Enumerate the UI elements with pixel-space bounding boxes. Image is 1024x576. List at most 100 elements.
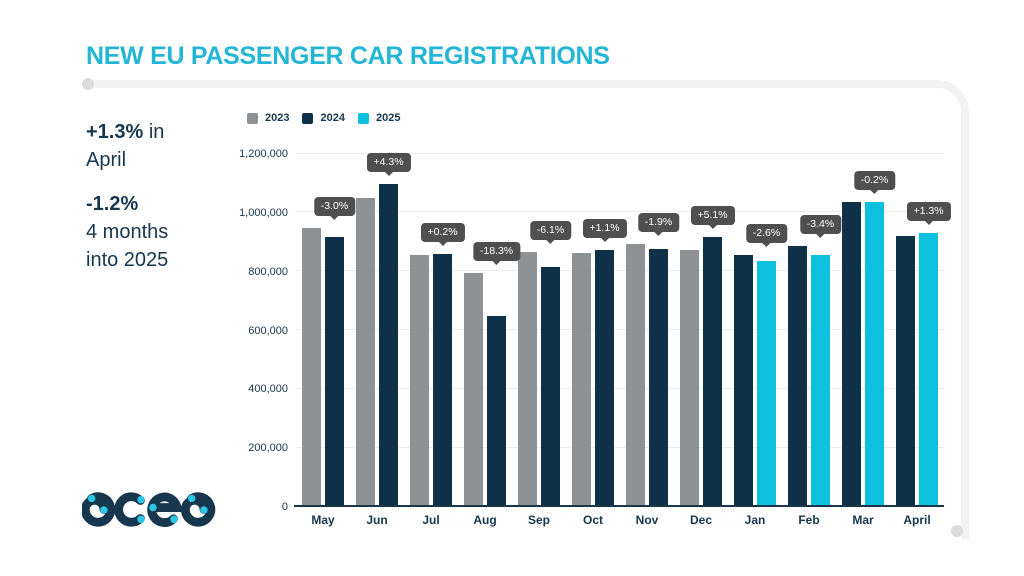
y-axis-label: 1,200,000 bbox=[239, 148, 288, 160]
gridline bbox=[296, 446, 944, 448]
bar-oct-2024 bbox=[595, 250, 614, 505]
frame-end-dot bbox=[951, 525, 963, 537]
stat-ytd: -1.2% 4 months into 2025 bbox=[86, 190, 246, 274]
bar-group-may: -3.0% May bbox=[296, 153, 356, 527]
stat-ytd-label-2: into 2025 bbox=[86, 249, 169, 271]
change-label-jul: +0.2% bbox=[420, 223, 465, 247]
x-axis-label: Jan bbox=[744, 513, 766, 527]
gridline bbox=[296, 329, 944, 330]
bar-april-2025 bbox=[919, 232, 938, 505]
bar-group-aug: -18.3% Aug bbox=[458, 153, 521, 527]
bar-group-sep: -6.1% Sep bbox=[512, 153, 572, 527]
change-label-feb: -3.4% bbox=[799, 214, 842, 238]
bar-dec-2024 bbox=[703, 237, 722, 505]
stat-ytd-label-1: 4 months bbox=[86, 221, 169, 243]
bar-jul-2024 bbox=[433, 254, 452, 505]
logo-dot bbox=[149, 503, 157, 512]
y-axis-label: 1,000,000 bbox=[239, 206, 288, 219]
bar-sep-2023 bbox=[518, 252, 537, 505]
bar-oct-2023 bbox=[572, 252, 591, 505]
decorative-frame bbox=[88, 80, 969, 539]
legend-swatch-2024 bbox=[302, 112, 314, 124]
legend-label: 2024 bbox=[320, 112, 345, 124]
bar-group-jul: +0.2% Jul bbox=[404, 153, 465, 527]
logo-letter-a1 bbox=[82, 492, 116, 527]
logo-letter-a2 bbox=[180, 492, 216, 527]
logo-dot bbox=[200, 506, 208, 514]
logo-dot bbox=[187, 494, 196, 503]
x-axis-label: Jun bbox=[366, 513, 388, 527]
acea-logo bbox=[82, 492, 216, 527]
change-label-aug: -18.3% bbox=[472, 242, 521, 266]
logo-dot bbox=[87, 494, 96, 503]
y-axis-label: 0 bbox=[281, 501, 288, 513]
bar-chart: 0 200,000 400,000 600,000 800,000 1,000,000 1,… bbox=[239, 148, 951, 527]
legend-item-2023: 2023 bbox=[247, 112, 289, 124]
legend-label: 2023 bbox=[265, 112, 290, 124]
change-label-april: +1.3% bbox=[906, 201, 951, 225]
x-axis-label: Mar bbox=[852, 513, 874, 527]
change-label-dec: +5.1% bbox=[690, 206, 735, 230]
x-axis-label: Dec bbox=[689, 513, 712, 527]
logo-dot bbox=[137, 495, 145, 504]
x-axis-label: April bbox=[903, 513, 931, 527]
x-axis-label: Nov bbox=[635, 513, 659, 527]
bar-jan-2024 bbox=[734, 254, 753, 505]
logo-dot bbox=[137, 515, 145, 524]
bar-mar-2024 bbox=[842, 201, 861, 505]
bar-group-feb: -3.4% Feb bbox=[782, 153, 842, 527]
y-axis-label: 600,000 bbox=[248, 324, 288, 337]
stat-ytd-value: -1.2% bbox=[86, 193, 139, 215]
bar-group-oct: +1.1% Oct bbox=[566, 153, 627, 527]
bar-group-april: +1.3% April bbox=[890, 153, 951, 527]
y-axis-label: 400,000 bbox=[248, 383, 288, 396]
bar-group-nov: -1.9% Nov bbox=[620, 153, 680, 527]
logo-dot bbox=[100, 506, 108, 514]
x-axis-label: Jul bbox=[422, 513, 440, 527]
chart-legend: 2023 2024 2025 bbox=[247, 112, 400, 124]
x-axis-line bbox=[294, 505, 944, 507]
bar-feb-2024 bbox=[788, 245, 807, 505]
x-axis-label: May bbox=[311, 513, 335, 527]
x-axis-label: Sep bbox=[527, 513, 550, 527]
change-label-oct: +1.1% bbox=[582, 219, 627, 243]
legend-item-2025: 2025 bbox=[357, 112, 400, 124]
bar-aug-2024 bbox=[487, 315, 506, 505]
logo-dot bbox=[170, 515, 178, 524]
y-axis-label: 800,000 bbox=[248, 265, 288, 278]
bar-nov-2023 bbox=[626, 244, 645, 505]
legend-swatch-2023 bbox=[247, 112, 258, 124]
logo-letter-c bbox=[114, 492, 145, 527]
bar-jan-2025 bbox=[757, 261, 776, 505]
bar-jun-2024 bbox=[379, 184, 398, 505]
bar-jun-2023 bbox=[356, 197, 375, 505]
stat-april-value: +1.3% bbox=[86, 121, 144, 143]
legend-swatch-2025 bbox=[357, 112, 369, 124]
gridline bbox=[296, 152, 944, 154]
change-label-may: -3.0% bbox=[313, 197, 356, 221]
x-axis-label: Oct bbox=[582, 513, 603, 527]
change-label-mar: -0.2% bbox=[853, 170, 896, 194]
bar-feb-2025 bbox=[811, 254, 830, 505]
bar-group-dec: +5.1% Dec bbox=[674, 153, 735, 527]
change-label-sep: -6.1% bbox=[529, 221, 572, 245]
summary-stats: +1.3% in April -1.2% 4 months into 2025 bbox=[86, 118, 246, 274]
bar-nov-2024 bbox=[649, 249, 668, 505]
bar-sep-2024 bbox=[541, 267, 560, 505]
bar-may-2024 bbox=[325, 237, 344, 505]
bar-dec-2023 bbox=[680, 249, 699, 505]
bar-april-2024 bbox=[896, 236, 915, 505]
gridline bbox=[296, 211, 944, 213]
bar-group-mar: -0.2% Mar bbox=[836, 153, 896, 527]
gridline bbox=[296, 270, 944, 272]
change-label-jan: -2.6% bbox=[745, 223, 788, 247]
bar-jul-2023 bbox=[410, 254, 429, 505]
change-label-nov: -1.9% bbox=[637, 213, 680, 237]
stat-april-label: April bbox=[86, 149, 127, 171]
gridline bbox=[296, 387, 944, 389]
x-axis-label: Feb bbox=[798, 513, 820, 527]
y-axis-label: 200,000 bbox=[248, 442, 288, 455]
bar-aug-2023 bbox=[464, 273, 483, 505]
bar-group-jun: +4.3% Jun bbox=[350, 153, 411, 527]
